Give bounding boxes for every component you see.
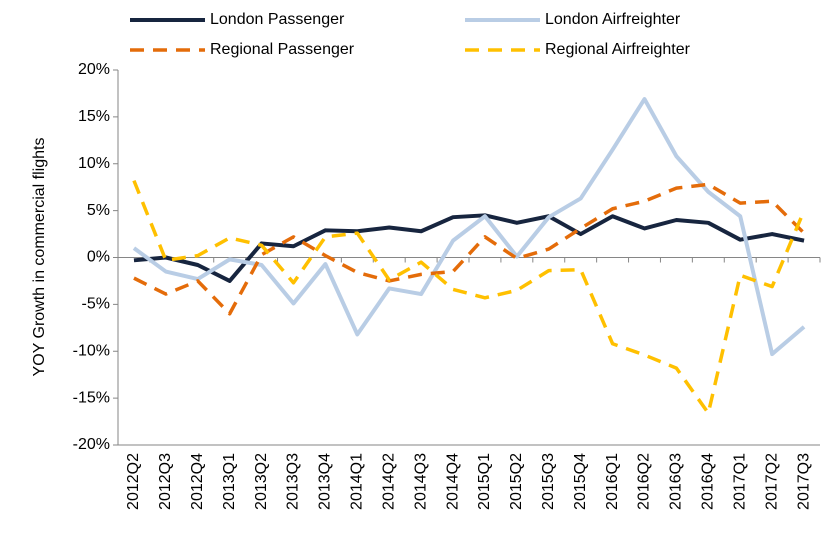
x-tick-label: 2014Q1 <box>349 453 366 510</box>
x-tick-label: 2013Q3 <box>285 453 302 510</box>
series-line <box>133 182 806 316</box>
x-tick-label: 2015Q2 <box>508 453 525 510</box>
x-tick-label: 2015Q3 <box>540 453 557 510</box>
x-tick-label: 2012Q2 <box>125 453 142 510</box>
x-tick-label: 2015Q4 <box>572 453 589 510</box>
x-tick-label: 2017Q3 <box>795 453 812 510</box>
x-tick-label: 2012Q3 <box>157 453 174 510</box>
x-tick-label: 2015Q1 <box>476 453 493 510</box>
x-tick-label: 2017Q1 <box>731 453 748 510</box>
y-tick-label: 5% <box>87 202 110 219</box>
x-tick-label: 2014Q4 <box>444 453 461 510</box>
series-line <box>132 179 806 415</box>
x-tick-label: 2013Q4 <box>317 453 334 510</box>
x-tick-label: 2016Q2 <box>636 453 653 510</box>
x-tick-label: 2016Q4 <box>700 453 717 510</box>
y-tick-label: 20% <box>78 61 110 78</box>
y-tick-label: 15% <box>78 108 110 125</box>
x-tick-label: 2016Q1 <box>604 453 621 510</box>
y-tick-label: -10% <box>73 342 110 359</box>
x-tick-label: 2016Q3 <box>668 453 685 510</box>
x-tick-label: 2017Q2 <box>763 453 780 510</box>
x-tick-label: 2014Q2 <box>380 453 397 510</box>
y-axis-label: YOY Growth in commercial flights <box>31 138 48 377</box>
y-tick-label: -5% <box>82 296 110 313</box>
legend-label: Regional Airfreighter <box>545 41 691 58</box>
x-tick-label: 2014Q3 <box>412 453 429 510</box>
x-tick-label: 2013Q1 <box>221 453 238 510</box>
series-line <box>132 97 806 357</box>
y-tick-label: 10% <box>78 155 110 172</box>
x-tick-label: 2013Q2 <box>253 453 270 510</box>
legend-label: London Passenger <box>210 11 345 28</box>
y-tick-label: 0% <box>87 249 110 266</box>
x-tick-label: 2012Q4 <box>189 453 206 510</box>
y-tick-label: -15% <box>73 389 110 406</box>
series-line <box>133 213 805 283</box>
legend-label: Regional Passenger <box>210 41 355 58</box>
legend-label: London Airfreighter <box>545 11 681 28</box>
y-tick-label: -20% <box>73 436 110 453</box>
